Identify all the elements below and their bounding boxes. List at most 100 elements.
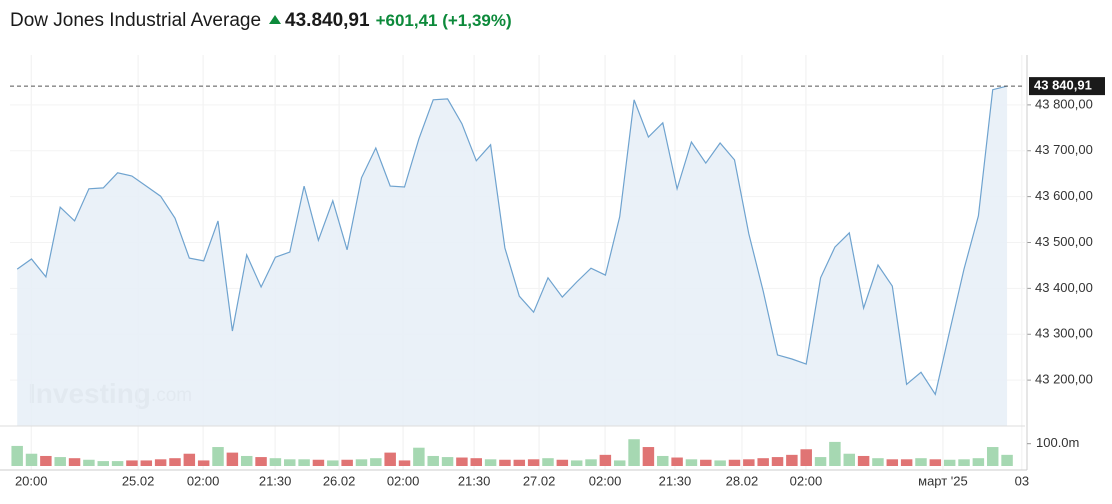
volume-bar [800,449,812,466]
volume-tick-label: 100.0m [1036,435,1079,450]
volume-bar [484,459,497,466]
volume-bar [585,459,597,466]
volume-bar [126,460,138,466]
volume-bar [255,457,267,466]
volume-bar [298,459,310,466]
y-tick-label: 43 300,00 [1035,326,1093,341]
volume-bar [384,452,396,466]
volume-bar [341,459,353,466]
x-tick-label: 21:30 [458,473,491,488]
volume-bar [943,459,956,466]
volume-bar [226,452,239,466]
volume-bar [140,460,153,466]
volume-bar [269,458,282,466]
volume-bar [929,459,942,466]
volume-bar [169,458,181,466]
volume-bar [355,459,368,466]
volume-bar [657,455,669,466]
volume-bar [671,457,683,466]
y-tick-label: 43 600,00 [1035,188,1093,203]
change: +601,41 (+1,39%) [375,11,512,30]
volume-bar [312,459,325,466]
volume-bar [900,459,913,466]
y-tick-label: 43 200,00 [1035,372,1093,387]
y-tick-label: 43 800,00 [1035,96,1093,111]
volume-bar [413,447,425,466]
volume-bar [68,458,81,466]
volume-bar [240,455,253,466]
volume-bar [542,458,554,466]
volume-bar [83,459,95,466]
volume-bar [499,459,511,466]
x-tick-label: 02:00 [387,473,420,488]
volume-bar [183,453,196,466]
x-tick-label: 27.02 [523,473,556,488]
price-area [17,86,1008,426]
volume-bar [284,459,296,466]
volume-bar [154,459,167,466]
volume-bar [986,447,999,466]
up-arrow [269,15,282,24]
volume-bar [556,459,569,466]
y-tick-label: 43 700,00 [1035,142,1093,157]
volume-bar [456,457,468,466]
volume-bar [685,459,698,466]
volume-bar [771,457,784,466]
volume-bar [11,445,23,466]
last-price-label: 43 840,91 [1034,78,1092,93]
volume-bar [743,459,755,466]
volume-bar [212,447,224,466]
volume-bar [599,454,612,466]
volume-bar [513,459,526,466]
volume-bar [197,460,210,466]
x-tick-label: 26.02 [323,473,356,488]
volume-bar [757,458,769,466]
volume-bar [441,457,454,466]
volume-bar [700,459,712,466]
volume-bar [642,447,655,466]
volume-bar [97,461,109,466]
volume-bar [40,455,52,466]
y-tick-label: 43 500,00 [1035,234,1093,249]
header: Dow Jones Industrial Average 43.840,91 +60… [10,10,512,32]
x-tick-label: 21:30 [659,473,692,488]
x-tick-label: 28.02 [726,473,759,488]
volume-bar [886,459,899,466]
x-tick-label: 02:00 [187,473,220,488]
x-tick-label: 25.02 [122,473,155,488]
volume-bar [613,460,626,466]
volume-bar [327,460,339,466]
x-tick-label: 21:30 [259,473,292,488]
volume-bar [1001,454,1013,466]
price-line [16,85,1008,396]
volume-bar [427,455,439,466]
x-tick-label: 02:00 [790,473,823,488]
price: 43.840,91 [285,10,370,31]
volume-bar [527,459,540,466]
volume-bar [398,460,411,466]
volume-bar [25,453,38,466]
volume-bar [728,459,741,466]
volume-bar [843,453,855,466]
title: Dow Jones Industrial Average [10,10,262,31]
volume-bar [829,441,841,466]
last-price-box [1029,77,1105,96]
volume-bar [54,457,66,466]
volume-bar [370,458,382,466]
y-tick-label: 43 400,00 [1035,280,1093,295]
volume-bar [470,458,482,466]
volume-bar [714,460,726,466]
volume-bar [915,458,927,466]
volume-bar [111,461,124,466]
x-tick-label: 20:00 [15,473,48,488]
volume-bar [628,439,640,466]
x-tick-label: март '25 [918,473,968,488]
x-tick-label: 02:00 [589,473,622,488]
volume-bar [872,458,884,466]
volume-bar [814,457,827,466]
volume-bar [972,458,985,466]
volume-bar [570,460,583,466]
volume-bar [857,455,870,466]
